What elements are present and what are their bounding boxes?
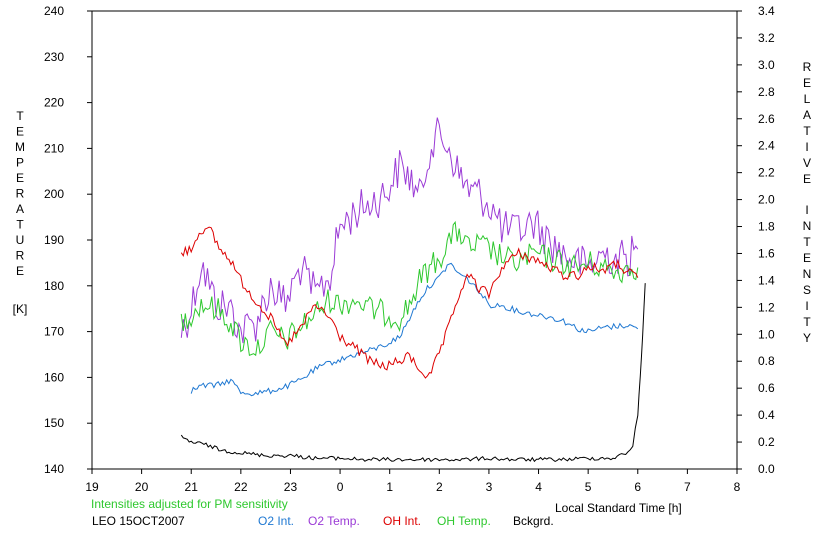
y-tick-label: 150 <box>44 416 64 430</box>
series-line <box>180 283 646 463</box>
x-tick-label: 2 <box>436 480 443 494</box>
y-axis-label-letter: U <box>16 233 25 247</box>
y2-axis-label-letter: E <box>803 172 811 186</box>
y2-axis-label-letter: L <box>804 92 811 106</box>
y2-axis-label-letter: T <box>803 235 811 249</box>
y2-tick-label: 1.2 <box>758 300 775 314</box>
x-tick-label: 22 <box>234 480 248 494</box>
plot-frame <box>91 10 738 470</box>
y2-axis-label-letter: S <box>803 283 811 297</box>
station-date: LEO 15OCT2007 <box>92 514 185 528</box>
y2-tick-label: 2.6 <box>758 112 775 126</box>
y-axis-label-letter: E <box>16 125 24 139</box>
series-line <box>180 220 639 357</box>
legend-oh-int: OH Int. <box>383 514 421 528</box>
x-tick-label: 19 <box>85 480 99 494</box>
y-axis-label-letter: A <box>16 202 24 216</box>
x-tick-label: 6 <box>634 480 641 494</box>
y-axis-label-letter: E <box>16 171 24 185</box>
y2-tick-label: 1.8 <box>758 220 775 234</box>
x-tick-label: 20 <box>135 480 149 494</box>
y2-tick-label: 1.4 <box>758 273 775 287</box>
y-axis-label-letter: T <box>16 109 24 123</box>
y2-axis-label-letter: I <box>805 203 808 217</box>
legend-o2-int: O2 Int. <box>258 514 294 528</box>
y-tick-label: 200 <box>44 187 64 201</box>
y2-tick-label: 0.0 <box>758 462 775 476</box>
x-axis-label: Local Standard Time [h] <box>555 501 682 515</box>
x-tick-label: 3 <box>486 480 493 494</box>
y2-tick-label: 2.2 <box>758 166 775 180</box>
y-axis-unit: [K] <box>13 302 28 316</box>
y2-axis-label-letter: R <box>803 60 812 74</box>
series-line <box>180 226 639 379</box>
y-tick-label: 240 <box>44 4 64 18</box>
y2-tick-label: 2.4 <box>758 139 775 153</box>
y-axis-label-letter: R <box>16 249 25 263</box>
y2-axis-label-letter: E <box>803 251 811 265</box>
y2-tick-label: 0.8 <box>758 354 775 368</box>
y2-axis-label-letter: Y <box>803 331 811 345</box>
y2-tick-label: 1.6 <box>758 246 775 260</box>
series-line <box>180 117 639 344</box>
y2-tick-label: 0.6 <box>758 381 775 395</box>
x-tick-label: 0 <box>337 480 344 494</box>
y2-tick-label: 2.8 <box>758 85 775 99</box>
legend-o2-temp: O2 Temp. <box>308 514 360 528</box>
y-tick-label: 140 <box>44 462 64 476</box>
intensity-note: Intensities adjusted for PM sensitivity <box>91 497 288 511</box>
y-axis-label-letter: T <box>16 218 24 232</box>
y2-tick-label: 1.0 <box>758 327 775 341</box>
axes-layer: 19 20 21 22 23 0 1 2 3 4 5 6 7 8140150160170180190200… <box>13 4 812 494</box>
series-layer <box>180 117 646 463</box>
x-tick-label: 5 <box>585 480 592 494</box>
y-axis-label-letter: M <box>15 140 25 154</box>
y2-axis-label-letter: T <box>803 124 811 138</box>
y2-axis-label-letter: I <box>805 299 808 313</box>
y-axis-label-letter: R <box>16 187 25 201</box>
y-tick-label: 220 <box>44 96 64 110</box>
x-tick-label: 8 <box>734 480 741 494</box>
y2-axis-label-letter: T <box>803 315 811 329</box>
y-tick-label: 160 <box>44 370 64 384</box>
y2-axis-label-letter: V <box>803 156 811 170</box>
x-tick-label: 23 <box>284 480 298 494</box>
y-tick-label: 230 <box>44 50 64 64</box>
y2-axis-label-letter: N <box>803 219 812 233</box>
y-axis-label-letter: E <box>16 264 24 278</box>
y-axis-label-letter: P <box>16 156 24 170</box>
y2-tick-label: 3.4 <box>758 4 775 18</box>
y2-tick-label: 3.0 <box>758 58 775 72</box>
x-tick-label: 21 <box>185 480 199 494</box>
y-tick-label: 180 <box>44 279 64 293</box>
y2-axis-label-letter: I <box>805 140 808 154</box>
legend-oh-temp: OH Temp. <box>437 514 491 528</box>
y2-tick-label: 2.0 <box>758 193 775 207</box>
x-tick-label: 7 <box>684 480 691 494</box>
y2-axis-label-letter: N <box>803 267 812 281</box>
y2-axis-label-letter: E <box>803 76 811 90</box>
x-tick-label: 1 <box>386 480 393 494</box>
y-tick-label: 190 <box>44 233 64 247</box>
y2-tick-label: 0.2 <box>758 435 775 449</box>
legend-bckgrd: Bckgrd. <box>513 514 554 528</box>
y-tick-label: 210 <box>44 141 64 155</box>
y-tick-label: 170 <box>44 325 64 339</box>
y2-tick-label: 3.2 <box>758 31 775 45</box>
x-tick-label: 4 <box>535 480 542 494</box>
y2-tick-label: 0.4 <box>758 408 775 422</box>
series-line <box>190 262 639 397</box>
y2-axis-label-letter: A <box>803 108 811 122</box>
